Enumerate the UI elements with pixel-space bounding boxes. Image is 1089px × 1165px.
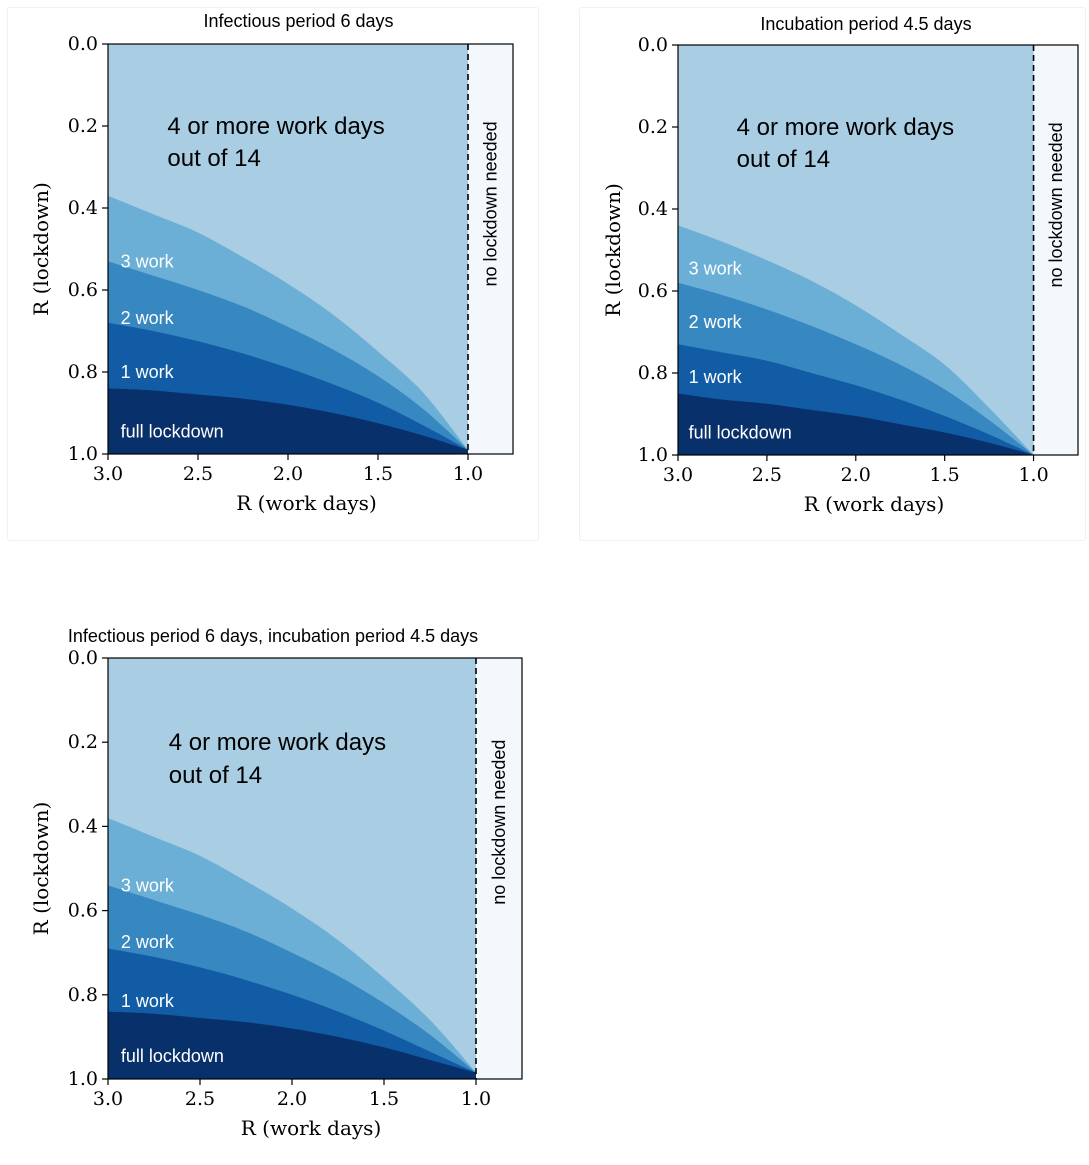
chart-panel-2: Incubation period 4.5 days full lockdown 1…: [580, 8, 1085, 540]
y-tick-label: 0.8: [68, 361, 98, 383]
y-tick-label: 0.4: [68, 197, 98, 219]
region-top-label-1: out of 14: [737, 146, 830, 173]
chart-title: Infectious period 6 days: [203, 11, 393, 31]
region-top-label-1: out of 14: [169, 762, 262, 789]
x-tick-label: 1.5: [930, 464, 960, 486]
y-tick-label: 0.4: [638, 198, 668, 220]
x-tick-label: 1.0: [1018, 464, 1048, 486]
plot-frame: [107, 43, 514, 455]
band-label-2: 2 work: [121, 932, 175, 952]
no-lockdown-label: no lockdown needed: [1046, 122, 1066, 287]
y-tick-label: 0.0: [68, 647, 98, 669]
region-top-label-0: 4 or more work days: [737, 114, 954, 141]
x-tick-label: 3.0: [93, 463, 123, 485]
plot-frame: [677, 44, 1079, 456]
chart-1-svg: Infectious period 6 days full lockdown 1 w…: [29, 11, 514, 515]
chart-panel-1: Infectious period 6 days full lockdown 1 w…: [8, 8, 538, 540]
band-label-3: 3 work: [121, 875, 175, 895]
region-full-lockdown: [108, 388, 468, 454]
x-tick-label: 2.0: [273, 463, 303, 485]
y-tick-label: 0.8: [68, 984, 98, 1006]
x-tick-label: 1.5: [363, 463, 393, 485]
chart-title: Incubation period 4.5 days: [760, 14, 971, 34]
y-tick-label: 1.0: [68, 443, 98, 465]
region-full-lockdown: [678, 393, 1034, 455]
band-label-2: 2 work: [121, 308, 175, 328]
band-label-0: full lockdown: [121, 421, 224, 441]
x-tick-label: 1.5: [369, 1088, 399, 1110]
x-tick-label: 2.5: [185, 1088, 215, 1110]
region-full-lockdown: [108, 1011, 476, 1079]
band-label-1: 1 work: [121, 991, 175, 1011]
region-top-label-0: 4 or more work days: [169, 729, 386, 756]
band-label-0: full lockdown: [121, 1046, 224, 1066]
y-tick-label: 0.6: [68, 900, 98, 922]
chart-2-svg: Incubation period 4.5 days full lockdown 1…: [601, 14, 1079, 516]
y-tick-label: 0.0: [638, 34, 668, 56]
x-tick-label: 3.0: [93, 1088, 123, 1110]
chart-3-svg: Infectious period 6 days, incubation per…: [29, 626, 523, 1140]
x-axis-label: R (work days): [241, 1116, 382, 1140]
x-tick-label: 1.0: [453, 463, 483, 485]
region-top-label-1: out of 14: [167, 145, 260, 172]
band-label-2: 2 work: [689, 312, 743, 332]
y-axis-label: R (lockdown): [29, 182, 53, 316]
x-tick-label: 2.5: [752, 464, 782, 486]
x-axis-label: R (work days): [236, 491, 377, 515]
y-axis-label: R (lockdown): [29, 802, 53, 936]
y-tick-label: 0.6: [68, 279, 98, 301]
x-axis-label: R (work days): [804, 492, 945, 516]
y-tick-label: 0.4: [68, 815, 98, 837]
x-tick-label: 1.0: [461, 1088, 491, 1110]
x-tick-label: 2.0: [841, 464, 871, 486]
y-tick-label: 0.0: [68, 33, 98, 55]
chart-title: Infectious period 6 days, incubation per…: [68, 626, 478, 646]
no-lockdown-label: no lockdown needed: [489, 740, 509, 905]
region-top-label-0: 4 or more work days: [167, 113, 384, 140]
y-tick-label: 0.6: [638, 280, 668, 302]
x-tick-label: 3.0: [663, 464, 693, 486]
band-label-0: full lockdown: [689, 422, 792, 442]
chart-panel-3: Infectious period 6 days, incubation per…: [8, 620, 538, 1150]
no-lockdown-region: [468, 44, 513, 454]
y-axis-label: R (lockdown): [601, 183, 625, 317]
band-label-3: 3 work: [689, 258, 743, 278]
x-tick-label: 2.0: [277, 1088, 307, 1110]
no-lockdown-region: [476, 658, 522, 1079]
y-tick-label: 0.2: [68, 115, 98, 137]
no-lockdown-label: no lockdown needed: [481, 121, 501, 286]
no-lockdown-region: [1033, 45, 1078, 455]
y-tick-label: 1.0: [638, 444, 668, 466]
band-label-3: 3 work: [121, 251, 175, 271]
y-tick-label: 0.2: [638, 116, 668, 138]
band-label-1: 1 work: [689, 367, 743, 387]
y-tick-label: 0.8: [638, 362, 668, 384]
y-tick-label: 1.0: [68, 1068, 98, 1090]
plot-frame: [107, 657, 523, 1080]
band-label-1: 1 work: [121, 362, 175, 382]
y-tick-label: 0.2: [68, 731, 98, 753]
x-tick-label: 2.5: [183, 463, 213, 485]
